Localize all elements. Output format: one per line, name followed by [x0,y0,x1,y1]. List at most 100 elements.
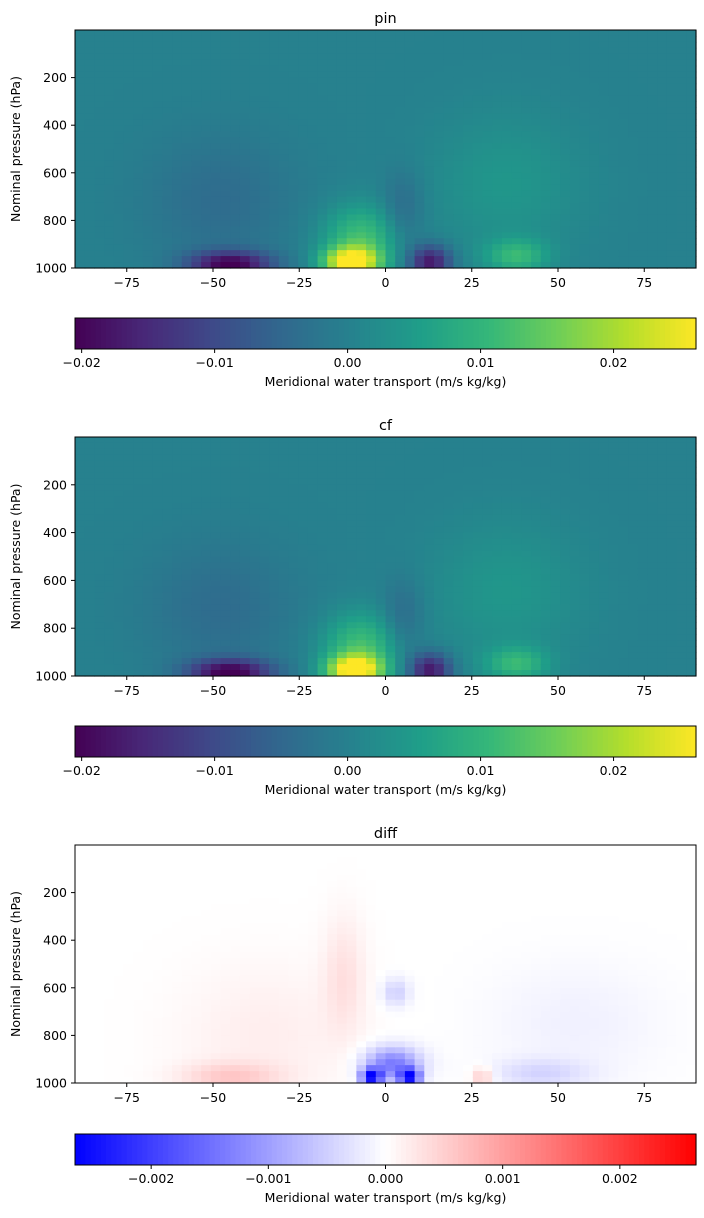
heatmap-cell [220,137,231,144]
heatmap-cell [501,670,513,677]
heatmap-cell [239,478,251,486]
heatmap-cell [375,532,387,540]
heatmap-cell [133,562,144,570]
heatmap-cell [142,598,154,605]
heatmap-cell [84,101,95,108]
heatmap-cell [327,95,338,102]
heatmap-cell [191,65,202,73]
heatmap-cell [104,89,115,97]
heatmap-cell [521,154,532,162]
heatmap-cell [463,610,474,617]
heatmap-cell [531,154,542,162]
heatmap-cell [414,454,425,462]
heatmap-cell [269,622,280,629]
heatmap-cell [269,437,280,444]
heatmap-cell [618,47,629,55]
heatmap-cell [608,190,619,198]
heatmap-cell [123,502,134,510]
heatmap-cell [133,664,144,671]
heatmap-cell [317,490,328,498]
heatmap-cell [172,442,183,450]
heatmap-cell [501,628,513,635]
heatmap-cell [404,448,416,456]
heatmap-cell [453,484,464,492]
heatmap-cell [492,520,503,528]
heatmap-cell [75,622,86,629]
heatmap-cell [637,35,649,43]
colorbar-segment [80,318,86,349]
colorbar-segment [680,318,687,349]
heatmap-cell [414,184,425,192]
heatmap-cell [608,137,619,144]
colorbar-segment [452,318,459,349]
heatmap-cell [162,113,173,120]
heatmap-cell [346,166,357,174]
heatmap-cell [482,628,493,635]
heatmap-cell [94,628,105,635]
heatmap-cell [531,574,542,581]
heatmap-cell [278,256,290,263]
heatmap-cell [521,83,532,91]
heatmap-cell [366,71,377,79]
heatmap-cell [133,178,144,186]
heatmap-cell [230,442,241,450]
heatmap-cell [434,208,445,216]
y-tick-label: 200 [43,70,67,85]
heatmap-cell [288,226,299,233]
heatmap-cell [123,592,134,599]
heatmap-cell [346,214,357,221]
heatmap-cell [540,53,552,61]
heatmap-cell [472,59,484,67]
heatmap-cell [142,125,154,132]
heatmap-cell [259,598,270,605]
heatmap-cell [133,83,144,91]
heatmap-cell [152,550,163,558]
heatmap-cell [395,568,406,576]
heatmap-cell [686,190,697,198]
heatmap-cell [501,610,513,617]
heatmap-cell [686,196,697,204]
heatmap-cell [317,125,328,132]
heatmap-cell [501,664,513,671]
heatmap-cell [162,448,173,456]
heatmap-cell [142,119,154,126]
heatmap-cell [210,250,222,257]
heatmap-cell [647,250,658,257]
heatmap-cell [288,454,299,462]
heatmap-cell [501,478,513,486]
heatmap-cell [598,256,610,263]
heatmap-cell [511,172,522,180]
heatmap-cell [463,538,474,546]
heatmap-cell [472,250,484,257]
heatmap-cell [181,143,193,150]
heatmap-cell [249,532,260,540]
heatmap-cell [540,256,552,263]
heatmap-cell [618,520,629,528]
heatmap-cell [472,568,484,576]
heatmap-cell [298,89,309,97]
heatmap-cell [191,190,202,198]
heatmap-cell [230,137,241,144]
heatmap-cell [84,670,95,677]
heatmap-cell [569,670,581,677]
heatmap-cell [501,437,513,444]
heatmap-cell [589,532,600,540]
heatmap-cell [142,658,154,665]
heatmap-cell [482,30,493,37]
heatmap-cell [569,604,581,611]
heatmap-cell [463,502,474,510]
heatmap-cell [181,30,193,37]
heatmap-cell [492,232,503,239]
heatmap-cell [375,640,387,647]
heatmap-cell [307,568,319,576]
heatmap-cell [375,77,387,85]
heatmap-cell [317,646,328,653]
heatmap-cell [269,532,280,540]
heatmap-cell [269,131,280,138]
heatmap-cell [608,514,619,522]
heatmap-cell [366,101,377,108]
heatmap-cell [482,41,493,49]
heatmap-cell [589,59,600,67]
heatmap-cell [608,604,619,611]
